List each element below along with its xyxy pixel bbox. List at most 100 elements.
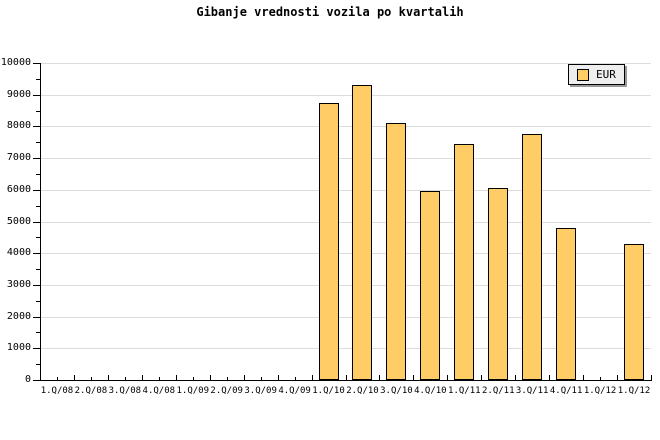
x-tick-label: 4.Q/09: [278, 386, 311, 396]
x-axis-major-tick: [311, 375, 313, 380]
y-tick-label: 8000: [6, 120, 31, 132]
gridline: [41, 284, 651, 286]
x-axis-minor-tick: [226, 377, 228, 380]
y-axis-minor-tick: [36, 364, 40, 366]
x-tick-label: 2.Q/11: [481, 386, 515, 396]
y-axis-minor-tick: [36, 78, 40, 80]
y-axis-minor-tick: [36, 237, 40, 239]
y-tick-label: 1000: [6, 342, 31, 354]
x-axis-major-tick: [107, 375, 109, 380]
y-axis-minor-tick: [36, 300, 40, 302]
x-axis-major-tick: [447, 375, 449, 380]
x-tick-label: 1.Q/08: [40, 386, 74, 396]
x-axis-major-tick: [617, 375, 619, 380]
y-axis-minor-tick: [36, 173, 40, 175]
y-axis-minor-tick: [36, 332, 40, 334]
x-axis-minor-tick: [124, 377, 126, 380]
y-tick-label: 7000: [6, 152, 31, 164]
x-axis-minor-tick: [158, 377, 160, 380]
x-axis-line: [40, 380, 652, 381]
y-axis-major-tick: [33, 221, 40, 223]
x-tick-label: 1.Q/10: [312, 386, 345, 396]
bar: [454, 143, 475, 380]
y-tick-label: 3000: [6, 278, 31, 290]
x-tick-label: 1.Q/12: [617, 386, 651, 396]
y-axis-major-tick: [33, 284, 40, 286]
y-tick-label: 6000: [6, 183, 31, 195]
x-axis-major-tick: [277, 375, 279, 380]
x-axis-minor-tick: [56, 377, 58, 380]
bar: [522, 134, 543, 380]
bar: [318, 102, 339, 380]
legend-label: EUR: [596, 68, 616, 81]
bar: [556, 227, 577, 380]
y-tick-label: 9000: [6, 88, 31, 100]
y-tick-label: 2000: [6, 310, 31, 322]
x-axis-major-tick: [515, 375, 517, 380]
y-axis-major-tick: [33, 348, 40, 350]
bar: [386, 123, 407, 380]
y-axis-major-tick: [33, 126, 40, 128]
bar: [488, 188, 509, 380]
x-axis-major-tick: [175, 375, 177, 380]
chart-title: Gibanje vrednosti vozila po kvartalih: [196, 5, 464, 19]
x-axis-major-tick: [345, 375, 347, 380]
y-tick-label: 4000: [6, 247, 31, 259]
y-axis-minor-tick: [36, 269, 40, 271]
gridline: [41, 94, 651, 96]
y-axis-major-tick: [33, 158, 40, 160]
x-axis-major-tick: [583, 375, 585, 380]
x-tick-label: 4.Q/11: [549, 386, 583, 396]
y-tick-label: 0: [24, 374, 31, 385]
x-tick-label: 3.Q/10: [380, 386, 413, 396]
y-axis-major-tick: [33, 189, 40, 191]
gridline: [41, 348, 651, 350]
legend-swatch-icon: [577, 68, 589, 81]
x-axis-major-tick: [549, 375, 551, 380]
gridline: [41, 126, 651, 128]
y-axis-major-tick: [33, 63, 40, 64]
gridline: [41, 189, 651, 191]
bar: [352, 85, 373, 380]
y-axis-minor-tick: [36, 205, 40, 207]
x-tick-label: 3.Q/11: [515, 386, 549, 396]
y-tick-label: 5000: [6, 215, 31, 227]
gridline: [41, 63, 651, 64]
y-axis-major-tick: [33, 380, 40, 381]
x-axis-major-tick: [379, 375, 381, 380]
x-axis-minor-tick: [294, 377, 296, 380]
bar: [420, 191, 441, 380]
legend: EUR: [568, 64, 625, 85]
x-tick-label: 4.Q/08: [142, 386, 176, 396]
x-axis-minor-tick: [90, 377, 92, 380]
y-axis-major-tick: [33, 94, 40, 96]
y-tick-label: 10000: [0, 57, 31, 68]
bar: [624, 243, 645, 380]
x-tick-label: 3.Q/09: [244, 386, 277, 396]
gridline: [41, 253, 651, 255]
x-axis-major-tick: [243, 375, 245, 380]
x-axis-minor-tick: [192, 377, 194, 380]
x-tick-label: 1.Q/09: [176, 386, 209, 396]
x-tick-label: 3.Q/08: [108, 386, 142, 396]
x-axis-major-tick: [141, 375, 143, 380]
x-tick-label: 2.Q/10: [346, 386, 379, 396]
x-axis-major-tick: [209, 375, 211, 380]
x-tick-label: 2.Q/09: [210, 386, 243, 396]
y-axis-major-tick: [33, 253, 40, 255]
x-tick-label: 2.Q/08: [74, 386, 108, 396]
x-axis-minor-tick: [260, 377, 262, 380]
y-axis-minor-tick: [36, 142, 40, 144]
y-axis-major-tick: [33, 316, 40, 318]
x-axis-major-tick: [481, 375, 483, 380]
gridline: [41, 221, 651, 223]
x-axis-major-tick: [413, 375, 415, 380]
gridline: [41, 158, 651, 160]
gridline: [41, 316, 651, 318]
x-tick-label: 1.Q/11: [448, 386, 481, 396]
x-axis-major-tick: [651, 375, 652, 380]
x-axis-major-tick: [73, 375, 75, 380]
y-axis-minor-tick: [36, 110, 40, 112]
